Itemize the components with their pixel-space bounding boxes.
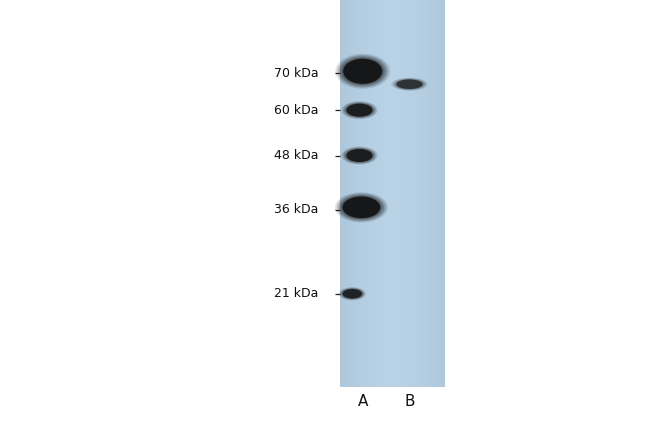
Ellipse shape <box>339 56 386 86</box>
Ellipse shape <box>343 147 376 164</box>
Ellipse shape <box>391 78 428 91</box>
Ellipse shape <box>341 146 378 165</box>
Ellipse shape <box>341 195 382 219</box>
Ellipse shape <box>395 79 424 89</box>
Ellipse shape <box>341 101 378 119</box>
Ellipse shape <box>339 194 384 220</box>
Text: A: A <box>358 394 368 409</box>
Ellipse shape <box>335 54 390 89</box>
Ellipse shape <box>335 192 388 222</box>
Ellipse shape <box>343 289 362 299</box>
Text: 70 kDa: 70 kDa <box>274 67 318 80</box>
Ellipse shape <box>396 79 422 89</box>
Text: 60 kDa: 60 kDa <box>274 104 318 117</box>
Ellipse shape <box>394 79 425 90</box>
Text: B: B <box>404 394 415 409</box>
Ellipse shape <box>345 149 374 162</box>
Ellipse shape <box>393 78 426 90</box>
Ellipse shape <box>339 288 365 300</box>
Ellipse shape <box>343 289 362 299</box>
Ellipse shape <box>343 59 382 84</box>
Ellipse shape <box>339 287 366 300</box>
Ellipse shape <box>342 289 363 299</box>
Ellipse shape <box>341 57 384 85</box>
Ellipse shape <box>343 197 380 218</box>
Ellipse shape <box>337 194 386 221</box>
Ellipse shape <box>337 55 388 88</box>
Ellipse shape <box>343 102 376 119</box>
Ellipse shape <box>396 79 422 89</box>
Text: 36 kDa: 36 kDa <box>274 203 318 216</box>
Text: 21 kDa: 21 kDa <box>274 287 318 300</box>
Ellipse shape <box>345 103 374 118</box>
Ellipse shape <box>343 59 382 84</box>
Ellipse shape <box>346 149 372 162</box>
Ellipse shape <box>343 197 380 218</box>
Ellipse shape <box>346 104 372 117</box>
Ellipse shape <box>344 102 375 118</box>
Ellipse shape <box>341 288 364 299</box>
Ellipse shape <box>344 148 375 163</box>
Ellipse shape <box>346 149 372 162</box>
Ellipse shape <box>346 104 372 117</box>
Text: 48 kDa: 48 kDa <box>274 149 318 162</box>
